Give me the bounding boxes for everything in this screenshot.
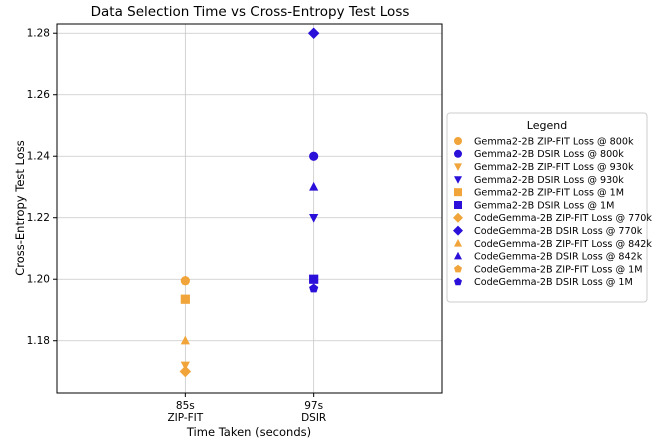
legend-box [446,112,648,303]
legend-marker [454,251,462,260]
x-tick-label: DSIR [301,412,326,424]
legend-items: Gemma2-2B ZIP-FIT Loss @ 800k Gemma2-2B D… [453,136,652,288]
legend-marker [454,239,462,247]
legend-marker [454,163,462,171]
y-axis-label: Cross-Entropy Test Loss [13,140,27,276]
data-points [179,27,320,378]
legend-marker [453,225,463,236]
y-tick-label: 1.28 [27,28,50,40]
x-axis-label: Time Taken (seconds) [186,425,311,439]
plot-area [56,23,443,394]
y-tick-label: 1.22 [27,212,50,224]
legend: Legend Gemma2-2B ZIP-FIT Loss @ 800kGemm… [446,112,652,303]
data-point [179,365,192,378]
legend-entry: Gemma2-2B DSIR Loss @ 1M [474,200,614,211]
legend-marker [453,212,463,223]
legend-marker [454,277,462,286]
data-point [180,275,190,285]
data-point [309,283,319,293]
legend-marker [454,201,462,209]
chart-title: Data Selection Time vs Cross-Entropy Tes… [91,4,410,20]
legend-entry: CodeGemma-2B ZIP-FIT Loss @ 770k [474,213,652,224]
x-tick-label: ZIP-FIT [167,412,203,424]
legend-entry: Gemma2-2B ZIP-FIT Loss @ 1M [474,188,624,199]
legend-marker [454,149,462,158]
legend-entry: Gemma2-2B ZIP-FIT Loss @ 800k [474,136,634,147]
legend-entry: CodeGemma-2B ZIP-FIT Loss @ 1M [474,264,642,275]
legend-marker [454,137,462,145]
data-point [309,181,319,191]
legend-title: Legend [527,119,567,132]
x-tick-label: 97s [304,400,323,412]
y-tick-label: 1.20 [27,274,50,286]
legend-entry: CodeGemma-2B DSIR Loss @ 770k [474,226,643,237]
data-point [309,151,319,161]
data-point [307,27,320,39]
y-tick-label: 1.26 [27,89,51,101]
legend-entry: CodeGemma-2B DSIR Loss @ 842k [474,252,643,263]
legend-entry: CodeGemma-2B ZIP-FIT Loss @ 842k [474,239,652,250]
legend-entry: Gemma2-2B ZIP-FIT Loss @ 930k [474,162,634,173]
x-tick-label: 85s [176,400,195,412]
y-tick-label: 1.18 [27,335,50,347]
legend-entry: CodeGemma-2B DSIR Loss @ 1M [474,277,633,288]
y-tick-label: 1.24 [27,151,51,163]
data-point [180,335,190,345]
legend-marker [454,264,462,273]
legend-entry: Gemma2-2B DSIR Loss @ 930k [474,175,624,186]
data-point [309,274,319,284]
grid [57,24,442,393]
data-point [309,214,319,223]
legend-marker [454,188,462,197]
legend-marker [454,176,462,184]
legend-entry: Gemma2-2B DSIR Loss @ 800k [474,149,624,160]
data-point [180,294,190,304]
